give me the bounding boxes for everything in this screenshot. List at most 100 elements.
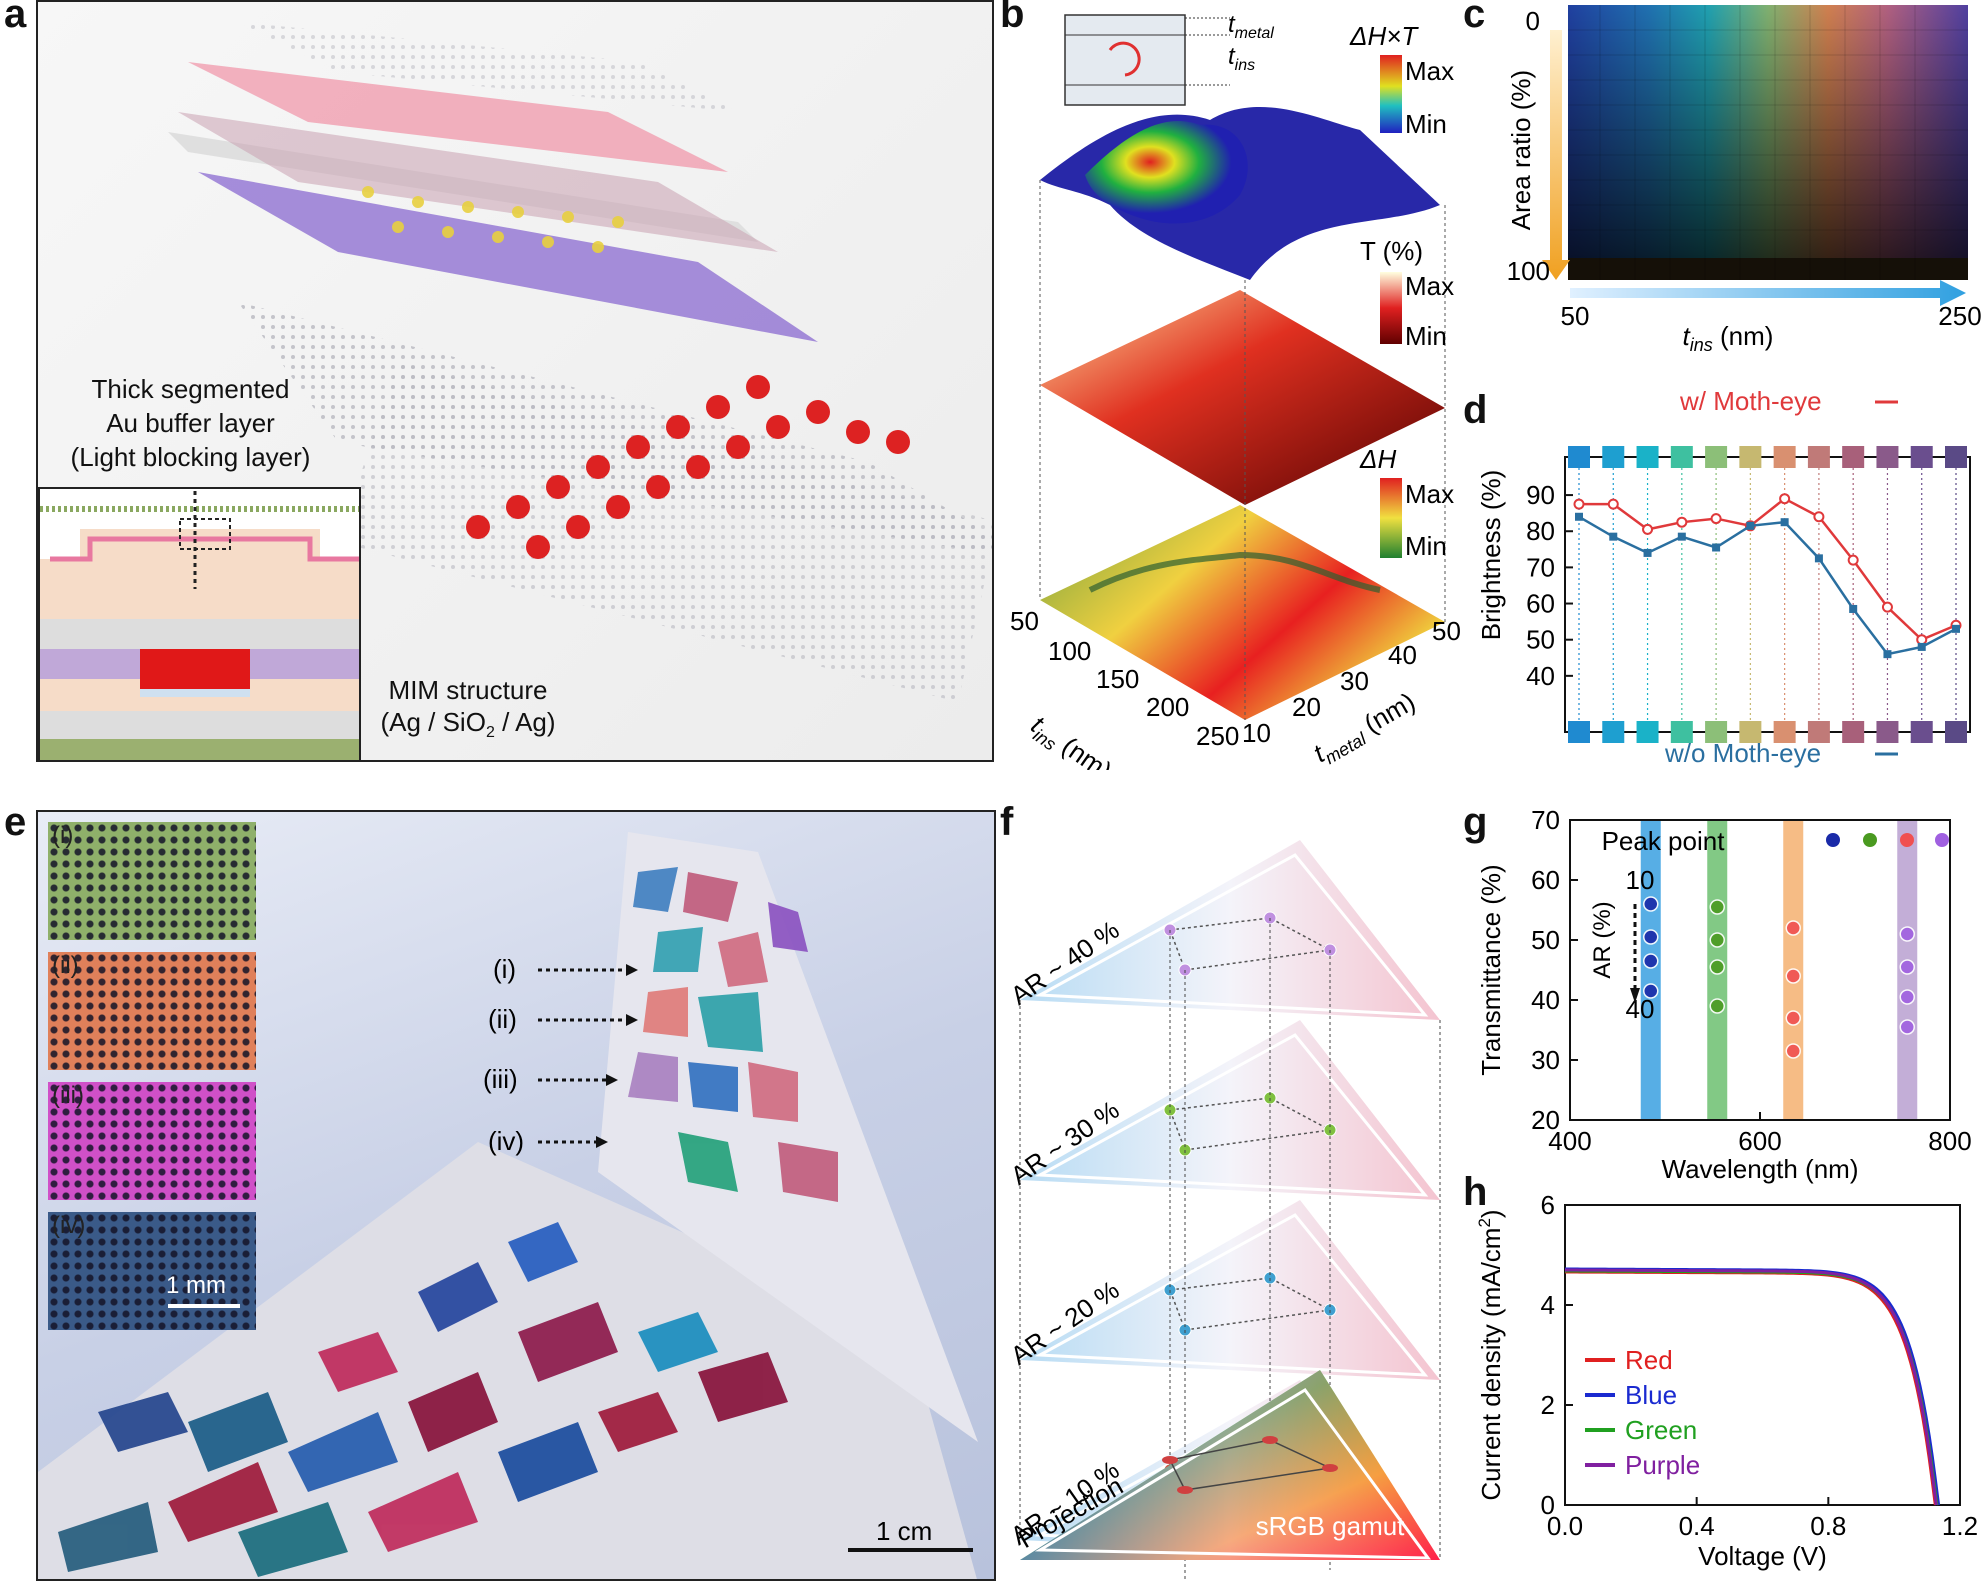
swatch-bottom: [1807, 721, 1830, 743]
swatch-top: [1876, 446, 1899, 468]
g-ytick-label: 50: [1531, 925, 1560, 955]
colorbar-2-title: T (%): [1360, 236, 1423, 266]
srgb-gamut-overlay: [1020, 1370, 1440, 1560]
inset-label: (iii): [52, 1082, 84, 1109]
swatch-top: [1945, 446, 1967, 468]
g-point: [1899, 959, 1915, 975]
h-xlabel: Voltage (V): [1698, 1541, 1827, 1571]
callout-au-line1: Thick segmented: [91, 374, 290, 404]
colorbar-3: [1380, 478, 1402, 558]
callout-mim-text-end: / Ag): [494, 707, 556, 737]
micrograph-insets: (i) (ii) (iii) (iv) 1 mm: [48, 822, 256, 1342]
t-metal-label: tmetal: [1228, 11, 1274, 42]
h-legend-label: Red: [1625, 1345, 1673, 1375]
c-xlabel: tins (nm): [1683, 321, 1774, 355]
c-xtick-left: 50: [1561, 301, 1590, 331]
jv-curve-red: [1564, 1270, 1937, 1506]
wavelength-band: [1640, 820, 1661, 1120]
h-legend-label: Blue: [1625, 1380, 1677, 1410]
d-point-without: [1917, 642, 1926, 651]
tins-tick: 100: [1048, 636, 1091, 666]
arrow-label-iv: (iv): [488, 1126, 524, 1156]
g-point: [1785, 1043, 1801, 1059]
d-ytick-label: 90: [1526, 480, 1555, 510]
callout-mim-line2: (Ag / SiO2 / Ag): [368, 706, 568, 749]
legend-label-with: w/ Moth-eye: [1679, 386, 1822, 416]
h-plot-frame: [1564, 1204, 1961, 1506]
surface-dhxt: [1040, 107, 1440, 281]
d-point-with: [1710, 513, 1722, 525]
g-point: [1709, 998, 1725, 1014]
swatch-top: [1670, 446, 1693, 468]
h-legend-label: Purple: [1625, 1450, 1700, 1480]
g-legend-marker: [1826, 833, 1840, 847]
colorbar-2: [1380, 272, 1402, 344]
g-ytick-label: 60: [1531, 865, 1560, 895]
g-point: [1899, 1019, 1915, 1035]
h-ylabel-end: ): [1476, 1209, 1506, 1218]
panel-c-graphic: 0 100 Area ratio (%) 50 250 tins (nm): [1506, 5, 1982, 355]
d-point-without: [1712, 543, 1721, 552]
panel-g: 20 30 40 50 60 70 400 600 800 Wavelength (nm) Tran…: [1470, 800, 1986, 1200]
tins-tick: 150: [1096, 664, 1139, 694]
g-xtick-label: 800: [1928, 1126, 1971, 1156]
d-point-without: [1952, 624, 1960, 633]
panel-h: 0 2 4 6 0.0 0.4 0.8 1.2 Voltage (V) Current densi…: [1470, 1185, 1986, 1581]
film-lower: [38, 1142, 977, 1579]
swatch-bottom: [1910, 721, 1933, 743]
d-point-with: [1916, 634, 1928, 646]
d-plot-frame: [1564, 456, 1971, 733]
panel-c: 0 100 Area ratio (%) 50 250 tins (nm): [1470, 0, 1986, 380]
g-ytick-label: 40: [1531, 985, 1560, 1015]
g-ar-top: 10: [1626, 865, 1655, 895]
gamut-layer: [1020, 1200, 1440, 1380]
tins-arrow-icon: [1570, 280, 1966, 306]
swatch-bottom: [1842, 721, 1865, 743]
swatch-bottom: [1636, 721, 1659, 743]
g-legend-marker: [1900, 833, 1914, 847]
h-ytick-label: 4: [1541, 1290, 1555, 1320]
h-xtick-label: 0.0: [1547, 1511, 1583, 1541]
swatch-top: [1568, 446, 1590, 468]
swatch-bottom: [1945, 721, 1967, 743]
d-point-with: [1813, 511, 1825, 523]
jv-curve-purple: [1564, 1268, 1938, 1506]
callout-au-buffer: Thick segmented Au buffer layer (Light b…: [38, 372, 343, 474]
h-xtick-label: 0.8: [1810, 1511, 1846, 1541]
h-legend-label: Green: [1625, 1415, 1697, 1445]
swatch-top: [1842, 446, 1865, 468]
swatch-top: [1602, 446, 1625, 468]
g-ytick-label: 20: [1531, 1105, 1560, 1135]
g-ytick-label: 70: [1531, 805, 1560, 835]
panel-label-h: h: [1463, 1170, 1488, 1214]
d-series-line: [1578, 515, 1957, 656]
colorbar-3-min: Min: [1405, 531, 1447, 561]
scale-label-main: 1 cm: [876, 1516, 932, 1546]
panel-label-a: a: [4, 0, 27, 36]
gamut-layer: [1020, 1020, 1440, 1200]
swatch-bottom: [1670, 721, 1693, 743]
g-ar-bottom: 40: [1626, 994, 1655, 1024]
panel-label-c: c: [1463, 0, 1486, 36]
panel-b: tmetal tins ΔH×T Max Min T (%) Max Min Δ…: [1000, 0, 1461, 786]
callout-mim-sub: 2: [485, 724, 495, 742]
projection-point: [1162, 1456, 1178, 1464]
swatch-top: [1705, 446, 1728, 468]
g-ytick-label: 30: [1531, 1045, 1560, 1075]
gamut-outline: [1034, 1388, 1432, 1560]
tins-tick: 200: [1146, 692, 1189, 722]
c-xtick-right: 250: [1938, 301, 1981, 331]
pointer-arrows: [538, 968, 633, 1144]
d-point-with: [1676, 516, 1688, 528]
h-ylabel-main: Current density (mA/cm: [1476, 1228, 1506, 1501]
swatch-top: [1773, 446, 1796, 468]
t-ins-label: tins: [1228, 43, 1255, 74]
arrow-label-i: (i): [493, 954, 516, 984]
callout-au-line2: Au buffer layer: [106, 408, 275, 438]
tmetal-tick: 10: [1242, 718, 1271, 748]
colorbar-1-max: Max: [1405, 56, 1454, 86]
g-legend-marker: [1935, 833, 1949, 847]
d-point-with: [1847, 554, 1859, 566]
projection-point: [1262, 1436, 1278, 1444]
g-point: [1899, 989, 1915, 1005]
